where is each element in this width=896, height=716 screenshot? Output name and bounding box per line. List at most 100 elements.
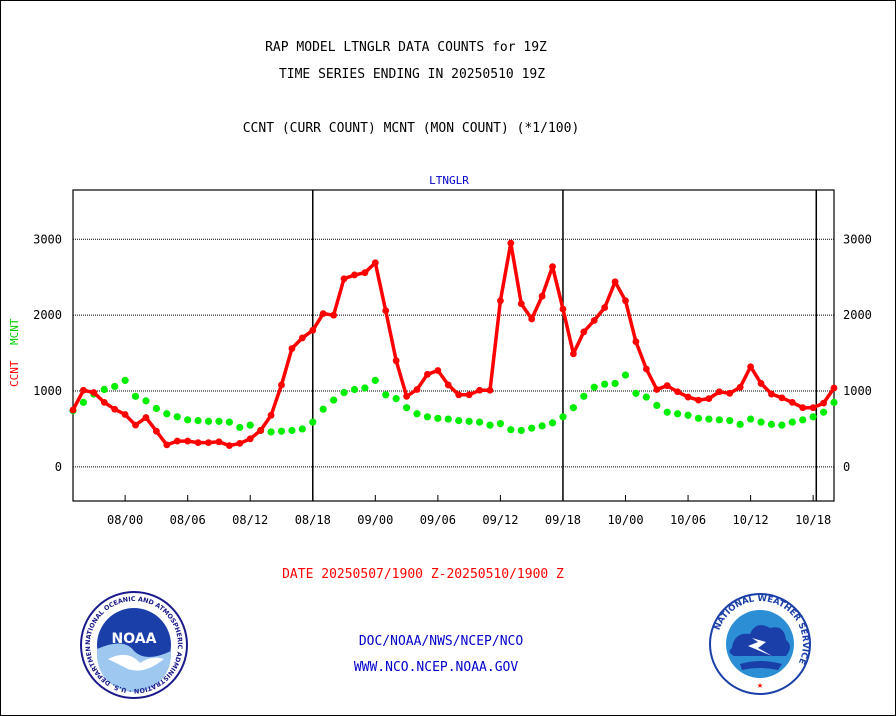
mcnt-point bbox=[778, 421, 786, 429]
ccnt-point bbox=[569, 350, 577, 358]
ccnt-point bbox=[215, 438, 223, 446]
ccnt-point bbox=[726, 389, 734, 397]
ccnt-point bbox=[663, 382, 671, 390]
mcnt-point bbox=[455, 416, 463, 425]
ccnt-point bbox=[257, 427, 265, 434]
ccnt-point bbox=[476, 386, 483, 394]
y-tick-label-left: 2000 bbox=[33, 308, 62, 322]
mcnt-point bbox=[330, 396, 338, 404]
ccnt-point bbox=[559, 305, 567, 313]
ccnt-point bbox=[152, 427, 160, 435]
ccnt-point bbox=[747, 363, 755, 371]
noaa-logo: NOAA NATIONAL OCEANIC AND ATMOSPHERIC AD… bbox=[80, 591, 188, 699]
mcnt-point bbox=[601, 380, 609, 388]
ccnt-point bbox=[444, 381, 452, 389]
ccnt-point bbox=[549, 263, 556, 271]
mcnt-point bbox=[705, 415, 713, 423]
x-tick-label: 08/12 bbox=[232, 513, 268, 527]
y-tick-label-right: 1000 bbox=[843, 384, 872, 398]
mcnt-point bbox=[684, 411, 692, 419]
mcnt-point bbox=[100, 385, 108, 394]
nws-logo: NATIONAL WEATHER SERVICE ★ bbox=[709, 593, 811, 695]
ccnt-point bbox=[392, 357, 400, 365]
mcnt-point bbox=[184, 416, 192, 424]
ylabel-mcnt: MCNT bbox=[8, 318, 21, 345]
ccnt-point bbox=[757, 380, 765, 387]
mcnt-point bbox=[444, 415, 452, 423]
mcnt-point bbox=[152, 404, 160, 413]
ccnt-point bbox=[69, 406, 77, 414]
mcnt-point bbox=[111, 382, 119, 391]
ccnt-point bbox=[371, 259, 379, 267]
mcnt-point bbox=[548, 419, 557, 427]
ylabel-ccnt: CCNT bbox=[8, 360, 21, 387]
mcnt-point bbox=[475, 418, 484, 426]
mcnt-point bbox=[173, 413, 181, 421]
mcnt-point bbox=[236, 423, 244, 432]
y-tick-label-right: 2000 bbox=[843, 308, 872, 322]
mcnt-point bbox=[538, 422, 546, 430]
ccnt-point bbox=[319, 310, 327, 318]
x-tick-label: 09/00 bbox=[357, 513, 393, 527]
mcnt-point bbox=[590, 383, 598, 391]
ccnt-point bbox=[225, 442, 233, 450]
ccnt-point bbox=[507, 239, 515, 247]
ccnt-point bbox=[90, 389, 98, 396]
nws-star-icon: ★ bbox=[757, 680, 763, 691]
ccnt-point bbox=[163, 441, 171, 449]
ccnt-point bbox=[486, 386, 494, 394]
mcnt-point bbox=[350, 385, 359, 394]
ccnt-point bbox=[684, 393, 692, 401]
mcnt-point bbox=[319, 405, 327, 413]
x-tick-label: 10/12 bbox=[733, 513, 769, 527]
ccnt-point bbox=[361, 269, 369, 277]
mcnt-point bbox=[277, 427, 286, 435]
ccnt-point bbox=[695, 396, 702, 404]
mcnt-point bbox=[465, 417, 473, 425]
mcnt-point bbox=[642, 393, 650, 401]
mcnt-point bbox=[517, 426, 525, 435]
ccnt-point bbox=[434, 367, 442, 374]
ccnt-point bbox=[278, 381, 285, 389]
mcnt-point bbox=[131, 392, 140, 400]
mcnt-point bbox=[580, 392, 588, 400]
mcnt-point bbox=[715, 416, 723, 424]
mcnt-point bbox=[559, 413, 567, 421]
mcnt-point bbox=[79, 398, 88, 406]
ccnt-point bbox=[497, 297, 504, 305]
x-tick-label: 08/06 bbox=[170, 513, 206, 527]
ccnt-series-line bbox=[71, 241, 836, 448]
plot-area: 0 0 1000 1000 2000 2000 3000 3000 08/00 08/06 08/1… bbox=[33, 189, 872, 527]
ccnt-point bbox=[653, 386, 661, 393]
mcnt-point bbox=[736, 420, 744, 428]
mcnt-point bbox=[246, 421, 254, 429]
date-range: DATE 20250507/1900 Z-20250510/1900 Z bbox=[282, 567, 564, 582]
x-tick-label: 09/06 bbox=[420, 513, 456, 527]
mcnt-point bbox=[204, 417, 213, 425]
mcnt-point bbox=[434, 414, 442, 422]
y-tick-label-left: 0 bbox=[55, 460, 62, 474]
mcnt-point bbox=[288, 426, 296, 435]
mcnt-point bbox=[694, 414, 703, 422]
y-tick-label-right: 3000 bbox=[843, 232, 872, 246]
ccnt-point bbox=[121, 411, 129, 418]
ccnt-point bbox=[205, 439, 212, 446]
ccnt-point bbox=[173, 437, 181, 445]
mcnt-point bbox=[569, 404, 577, 412]
x-tick-label: 08/00 bbox=[107, 513, 143, 527]
mcnt-point bbox=[402, 404, 411, 412]
ccnt-point bbox=[799, 404, 807, 412]
org-line: DOC/NOAA/NWS/NCEP/NCO bbox=[359, 634, 524, 649]
mcnt-point bbox=[309, 418, 317, 426]
y-tick-label-left: 3000 bbox=[33, 232, 62, 246]
ccnt-point bbox=[538, 292, 546, 300]
chart-subtitle: CCNT (CURR COUNT) MCNT (MON COUNT) (*1/1… bbox=[243, 121, 580, 136]
ccnt-point bbox=[111, 405, 119, 413]
ccnt-point bbox=[622, 297, 629, 305]
y-tick-label-left: 1000 bbox=[33, 384, 62, 398]
chart-title-line2: TIME SERIES ENDING IN 20250510 19Z bbox=[279, 67, 545, 82]
mcnt-point bbox=[215, 417, 223, 425]
ccnt-point bbox=[788, 398, 796, 406]
ccnt-point bbox=[820, 399, 827, 407]
